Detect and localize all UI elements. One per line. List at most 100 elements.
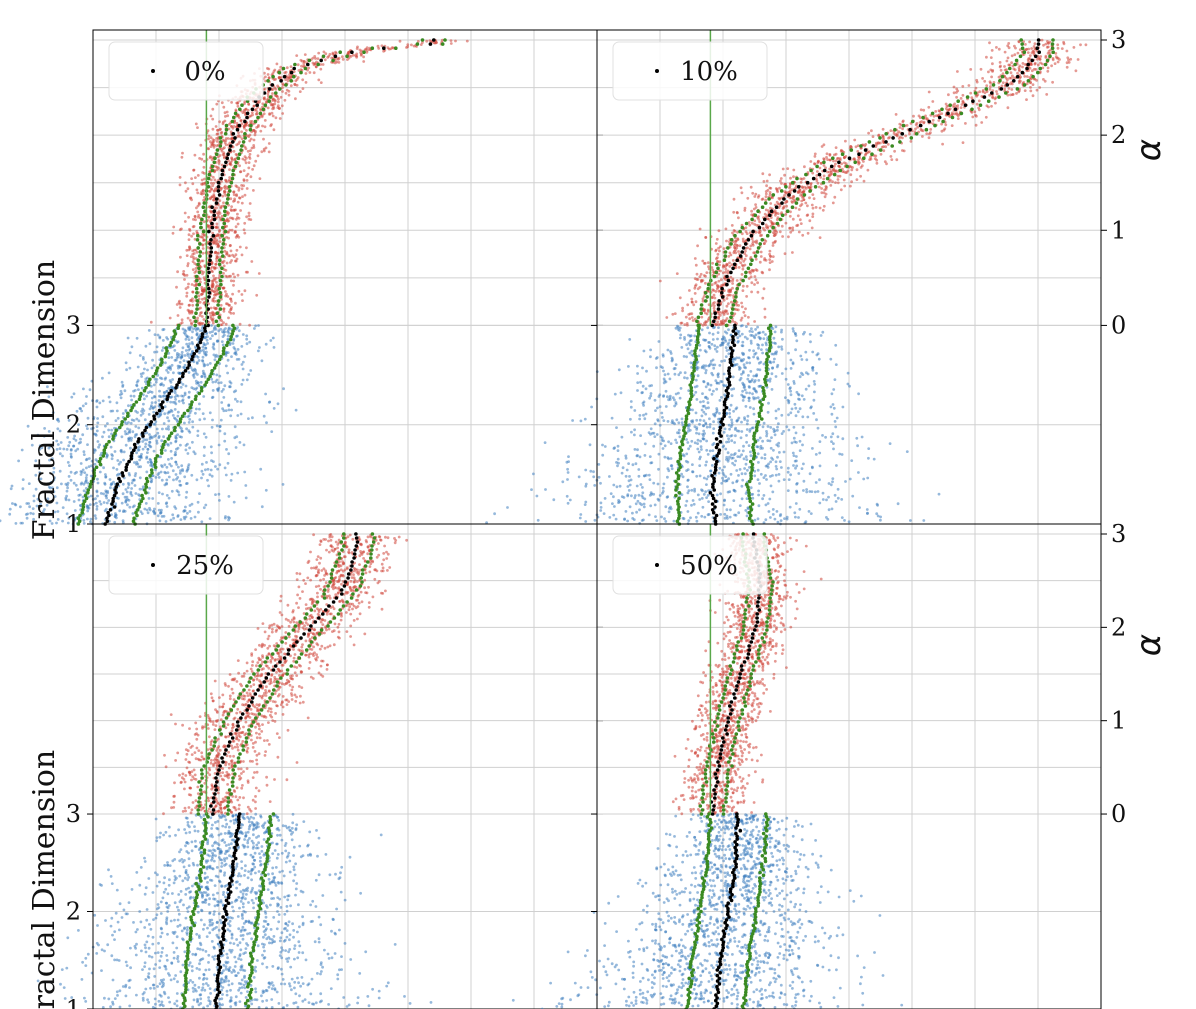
scatter-point	[211, 117, 215, 121]
scatter-point	[164, 361, 167, 365]
scatter-point	[157, 491, 161, 494]
scatter-point	[316, 57, 320, 60]
scatter-point	[811, 206, 815, 210]
scatter-point	[222, 152, 226, 156]
scatter-point	[227, 219, 231, 223]
scatter-point	[144, 445, 147, 449]
lower-quantile-low-point	[139, 391, 143, 396]
scatter-point	[245, 215, 249, 219]
scatter-point	[757, 346, 760, 350]
scatter-point	[633, 409, 637, 412]
scatter-point	[161, 492, 164, 496]
scatter-point	[942, 128, 946, 132]
scatter-point	[1072, 46, 1076, 49]
scatter-point	[224, 187, 228, 191]
scatter-point	[211, 389, 215, 392]
scatter-point	[98, 443, 101, 447]
scatter-point	[259, 129, 263, 133]
scatter-point	[158, 336, 162, 340]
scatter-point	[125, 490, 129, 494]
scatter-point	[416, 40, 420, 43]
scatter-point	[722, 372, 726, 376]
scatter-point	[115, 401, 119, 405]
scatter-point	[234, 446, 238, 449]
scatter-point	[961, 85, 965, 88]
lower-median-point	[106, 510, 110, 515]
scatter-point	[255, 110, 259, 113]
scatter-point	[148, 457, 152, 461]
scatter-point	[789, 176, 792, 180]
scatter-point	[637, 468, 641, 471]
scatter-point	[190, 473, 194, 477]
scatter-point	[895, 158, 899, 162]
scatter-point	[183, 354, 187, 357]
scatter-point	[270, 111, 274, 115]
scatter-point	[137, 448, 141, 452]
scatter-point	[230, 472, 234, 476]
scatter-point	[236, 233, 239, 237]
scatter-point	[717, 316, 720, 319]
scatter-point	[173, 408, 177, 411]
scatter-point	[693, 292, 697, 295]
scatter-point	[749, 256, 753, 259]
scatter-point	[221, 343, 225, 347]
scatter-point	[82, 522, 86, 525]
scatter-point	[685, 452, 689, 456]
scatter-point	[312, 71, 316, 75]
scatter-point	[768, 193, 772, 197]
scatter-point	[95, 490, 99, 494]
scatter-point	[231, 342, 235, 345]
scatter-point	[922, 108, 926, 112]
scatter-point	[160, 439, 164, 443]
upper-quantile-high-point	[240, 144, 244, 148]
scatter-point	[205, 332, 208, 336]
scatter-point	[1008, 82, 1012, 86]
scatter-point	[188, 418, 192, 421]
scatter-point	[196, 500, 200, 504]
scatter-point	[191, 330, 194, 334]
scatter-point	[153, 423, 157, 426]
scatter-point	[1029, 86, 1032, 89]
scatter-point	[165, 481, 168, 485]
upper-quantile-low-point	[196, 258, 201, 263]
scatter-point	[925, 132, 929, 136]
scatter-point	[698, 422, 701, 426]
scatter-point	[17, 459, 20, 463]
scatter-point	[204, 346, 208, 350]
scatter-point	[215, 259, 219, 263]
scatter-point	[132, 394, 136, 398]
upper-median-point	[209, 250, 213, 254]
scatter-point	[197, 294, 201, 298]
scatter-point	[159, 470, 163, 474]
scatter-point	[789, 210, 792, 214]
scatter-point	[768, 252, 771, 256]
scatter-point	[145, 456, 149, 460]
upper-quantile-low-point	[210, 168, 215, 173]
scatter-point	[64, 498, 68, 502]
scatter-point	[677, 428, 681, 432]
scatter-point	[229, 479, 233, 482]
upper-median-point	[228, 144, 233, 148]
scatter-point	[190, 177, 194, 181]
upper-quantile-high-point	[220, 274, 224, 279]
scatter-point	[228, 168, 231, 172]
scatter-point	[755, 223, 759, 227]
scatter-point	[227, 254, 231, 258]
scatter-point	[704, 236, 708, 239]
scatter-point	[765, 478, 768, 481]
scatter-point	[202, 238, 206, 242]
scatter-point	[850, 168, 854, 172]
scatter-point	[1033, 42, 1037, 46]
scatter-point	[185, 490, 189, 494]
scatter-point	[721, 283, 725, 287]
scatter-point	[725, 239, 728, 243]
scatter-point	[677, 431, 681, 435]
scatter-point	[227, 495, 231, 498]
scatter-point	[772, 448, 775, 452]
scatter-point	[203, 234, 206, 237]
scatter-point	[289, 84, 293, 88]
scatter-point	[70, 395, 74, 399]
scatter-point	[64, 482, 68, 486]
scatter-point	[1006, 106, 1010, 110]
scatter-point	[995, 90, 998, 93]
